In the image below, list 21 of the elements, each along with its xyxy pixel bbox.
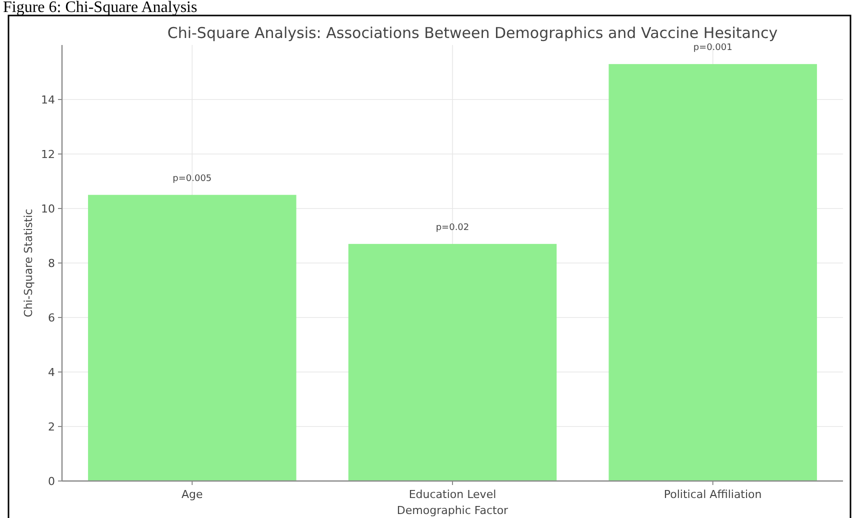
y-axis-title: Chi-Square Statistic — [22, 208, 35, 318]
x-tick-label: Age — [182, 488, 204, 501]
annotation: p=0.005 — [172, 174, 212, 184]
chart-title: Chi-Square Analysis: Associations Between Demographics and Vaccine Hesitancy — [167, 24, 778, 42]
caption: Figure 6: Chi-Square Analysis — [3, 0, 198, 16]
y-tick-label: 2 — [48, 420, 55, 434]
annotation: p=0.001 — [693, 43, 732, 54]
bar — [88, 194, 296, 481]
x-axis-title: Demographic Factor — [396, 504, 509, 517]
y-tick-label: 4 — [48, 366, 55, 379]
bar — [608, 64, 817, 481]
y-tick-label: 14 — [41, 93, 55, 106]
x-tick-label: Political Affiliation — [664, 488, 762, 501]
y-tick-label: 8 — [48, 256, 55, 270]
y-tick-label: 0 — [48, 474, 55, 488]
annotation: p=0.02 — [436, 222, 470, 233]
y-tick-label: 10 — [41, 202, 55, 216]
bar — [348, 244, 557, 481]
y-tick-label: 12 — [41, 148, 55, 161]
y-tick-label: 6 — [48, 311, 55, 324]
x-tick-label: Education Level — [408, 488, 496, 501]
